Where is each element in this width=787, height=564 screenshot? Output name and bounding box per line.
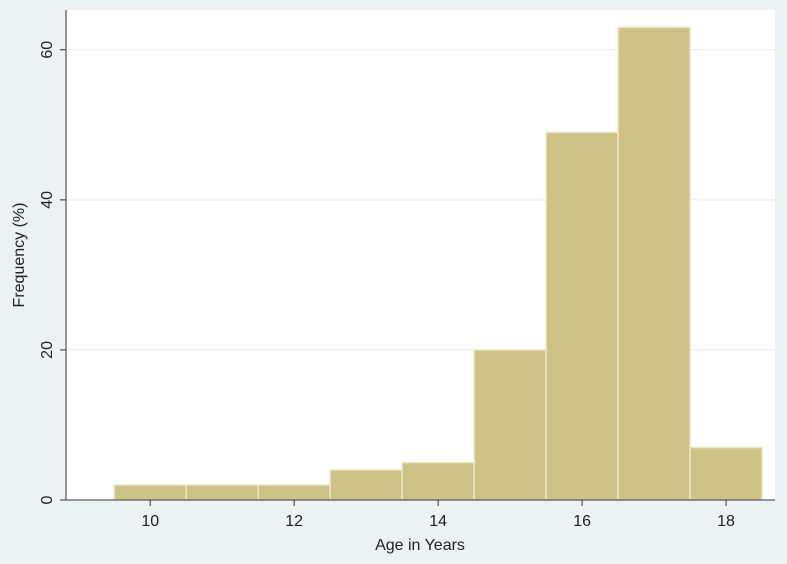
- x-tick-label: 16: [573, 513, 591, 530]
- x-tick-label: 10: [141, 513, 159, 530]
- bar: [545, 131, 619, 501]
- bar: [185, 484, 259, 501]
- bar: [473, 349, 547, 501]
- x-tick-label: 18: [717, 513, 735, 530]
- y-axis-label: Frequency (%): [11, 203, 28, 308]
- y-tick-label: 20: [39, 341, 56, 359]
- y-tick-label: 40: [39, 191, 56, 209]
- bar: [689, 446, 763, 501]
- bar: [401, 461, 475, 501]
- bar: [617, 26, 691, 501]
- y-tick-label: 60: [39, 41, 56, 59]
- x-tick-label: 14: [429, 513, 447, 530]
- x-tick-label: 12: [285, 513, 303, 530]
- x-axis-label: Age in Years: [375, 537, 465, 554]
- bar: [113, 484, 187, 501]
- bar: [329, 469, 403, 501]
- y-tick-label: 0: [39, 495, 56, 504]
- bar: [257, 484, 331, 501]
